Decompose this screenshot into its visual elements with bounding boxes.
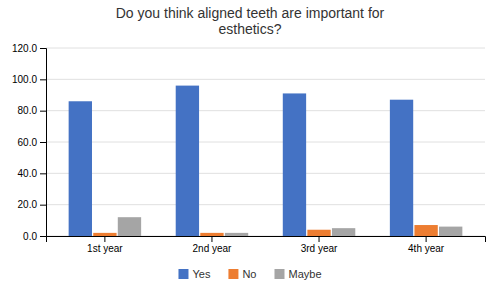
x-tick: 4th year: [408, 236, 445, 254]
y-tick-mark: [40, 79, 46, 80]
y-tick-mark: [40, 111, 46, 112]
bar: [332, 228, 355, 236]
y-axis-line: [40, 49, 47, 237]
y-tick-mark: [40, 48, 46, 49]
grid-line: [46, 110, 485, 111]
bar: [118, 217, 141, 236]
bar: [176, 86, 199, 236]
x-tick-mark: [104, 236, 105, 242]
legend-swatch: [178, 269, 188, 279]
grid: [46, 48, 485, 236]
bar: [414, 225, 437, 236]
grid-line: [46, 79, 485, 80]
bar: [307, 230, 330, 236]
y-tick: 80.0: [18, 105, 46, 116]
legend: Yes No Maybe: [178, 268, 321, 280]
grid-line: [46, 48, 485, 49]
chart: Do you think aligned teeth are important…: [0, 0, 500, 288]
y-tick: 60.0: [18, 137, 46, 148]
x-tick: 1st year: [87, 236, 123, 254]
y-axis: 0.0 20.0 40.0 60.0 80.0 100.0 120.0: [12, 43, 47, 242]
series: [118, 217, 463, 236]
grid-line: [46, 204, 485, 205]
x-tick-label: 4th year: [408, 243, 445, 254]
y-tick-mark: [40, 205, 46, 206]
x-tick-label: 1st year: [87, 243, 123, 254]
y-tick-label: 60.0: [18, 137, 38, 148]
x-tick: 3rd year: [301, 236, 338, 254]
y-tick-mark: [40, 173, 46, 174]
title: Do you think aligned teeth are important…: [116, 5, 385, 37]
bar: [200, 233, 223, 236]
title-line: esthetics?: [218, 21, 281, 37]
y-tick-mark: [40, 236, 46, 237]
x-tick: 2nd year: [193, 236, 233, 254]
y-tick-label: 40.0: [18, 168, 38, 179]
bar: [439, 227, 462, 236]
x-tick-label: 3rd year: [301, 243, 338, 254]
y-tick: 20.0: [18, 199, 46, 210]
bars: [69, 86, 463, 236]
bar: [225, 233, 248, 236]
y-tick-mark: [40, 142, 46, 143]
y-tick: 100.0: [12, 74, 46, 85]
legend-label: Yes: [192, 268, 210, 280]
title-line: Do you think aligned teeth are important…: [116, 5, 385, 21]
bar: [390, 100, 413, 236]
bar: [69, 101, 92, 236]
legend-swatch: [274, 269, 284, 279]
x-tick-mark: [426, 236, 427, 242]
y-tick-label: 0.0: [23, 231, 37, 242]
x-axis-line: [47, 237, 486, 243]
plot: 0.0 20.0 40.0 60.0 80.0 100.0 120.0 1st year 2nd…: [12, 43, 486, 254]
grid-line: [46, 142, 485, 143]
x-tick-mark: [319, 236, 320, 242]
legend-item: Yes: [178, 268, 210, 280]
x-axis: 1st year 2nd year 3rd year 4th year: [47, 236, 486, 254]
y-tick-label: 100.0: [12, 74, 37, 85]
legend-label: No: [242, 268, 256, 280]
series: [93, 225, 438, 236]
legend-item: Maybe: [274, 268, 321, 280]
x-tick-label: 2nd year: [193, 243, 233, 254]
bar: [283, 93, 306, 236]
bar: [93, 233, 116, 236]
y-tick-label: 80.0: [18, 105, 38, 116]
y-tick: 40.0: [18, 168, 46, 179]
y-tick: 120.0: [12, 43, 46, 54]
legend-label: Maybe: [288, 268, 321, 280]
legend-swatch: [228, 269, 238, 279]
y-tick: 0.0: [23, 231, 46, 242]
series: [69, 86, 414, 236]
x-tick-mark: [211, 236, 212, 242]
y-tick-label: 20.0: [18, 199, 38, 210]
legend-item: No: [228, 268, 256, 280]
grid-line: [46, 173, 485, 174]
y-tick-label: 120.0: [12, 43, 37, 54]
